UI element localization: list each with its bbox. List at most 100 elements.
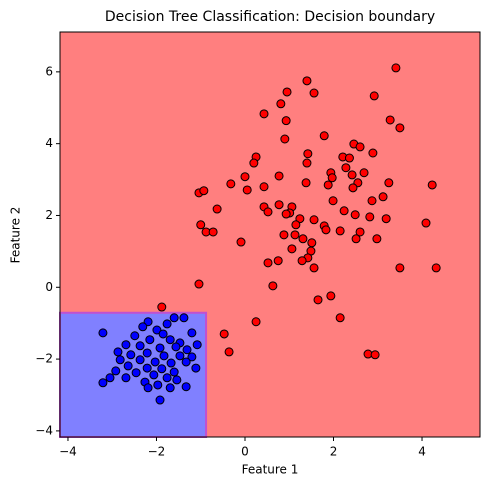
data-point <box>98 378 108 388</box>
data-point <box>194 279 204 289</box>
data-point <box>268 281 278 291</box>
data-point <box>242 185 252 195</box>
chart-title: Decision Tree Classification: Decision b… <box>105 9 435 25</box>
data-point <box>172 375 182 385</box>
data-point <box>431 263 441 273</box>
x-axis-label: Feature 1 <box>242 463 299 477</box>
data-point <box>142 348 152 358</box>
data-point <box>309 88 319 98</box>
data-point <box>169 313 179 323</box>
data-point <box>309 215 319 225</box>
data-point <box>145 335 155 345</box>
data-point <box>309 263 319 273</box>
data-point <box>135 355 145 365</box>
data-point <box>263 258 273 268</box>
data-point <box>427 180 437 190</box>
data-point <box>384 178 394 188</box>
data-point <box>153 380 163 390</box>
data-point <box>259 182 269 192</box>
data-point <box>175 351 185 361</box>
data-point <box>287 244 297 254</box>
data-point <box>297 256 307 266</box>
data-point <box>326 291 336 301</box>
data-point <box>378 192 388 202</box>
data-point <box>224 347 234 357</box>
data-point <box>368 148 378 158</box>
data-point <box>274 171 284 181</box>
data-point <box>295 214 305 224</box>
data-point <box>298 234 308 244</box>
x-tick-label: −2 <box>148 445 166 459</box>
data-point <box>339 206 349 216</box>
data-point <box>123 361 133 371</box>
data-point <box>219 329 229 339</box>
data-point <box>149 370 159 380</box>
data-point <box>142 363 152 373</box>
data-point <box>131 368 141 378</box>
data-point <box>279 230 289 240</box>
data-point <box>319 131 329 141</box>
data-point <box>226 179 236 189</box>
data-point <box>395 123 405 133</box>
data-point <box>171 342 181 352</box>
x-tick-label: 2 <box>330 445 338 459</box>
data-point <box>281 116 291 126</box>
data-point <box>301 178 311 188</box>
data-point <box>158 329 168 339</box>
data-point <box>263 207 273 217</box>
data-point <box>121 340 131 350</box>
data-point <box>359 168 369 178</box>
data-point <box>323 180 333 190</box>
data-point <box>355 142 365 152</box>
data-point <box>381 214 391 224</box>
data-point <box>290 230 300 240</box>
data-point <box>165 335 175 345</box>
data-point <box>98 328 108 338</box>
data-point <box>240 172 250 182</box>
data-point <box>191 363 201 373</box>
data-point <box>302 76 312 86</box>
data-point <box>181 382 191 392</box>
data-point <box>348 183 358 193</box>
data-point <box>291 220 301 230</box>
data-point <box>165 383 175 393</box>
data-point <box>335 313 345 323</box>
data-point <box>341 163 351 173</box>
data-point <box>327 173 337 183</box>
y-tick-label: 6 <box>45 64 53 78</box>
data-point <box>159 351 169 361</box>
data-point <box>351 234 361 244</box>
data-point <box>115 355 125 365</box>
data-point <box>199 186 209 196</box>
data-point <box>196 220 206 230</box>
y-tick-label: −4 <box>35 423 53 437</box>
data-point <box>126 350 136 360</box>
y-axis-label: Feature 2 <box>9 207 23 264</box>
data-point <box>162 319 172 329</box>
data-point <box>274 200 284 210</box>
data-point <box>236 237 246 247</box>
data-point <box>370 350 380 360</box>
data-point <box>307 238 317 248</box>
data-point <box>181 357 191 367</box>
data-point <box>355 227 365 237</box>
y-tick-label: 4 <box>45 136 53 150</box>
data-point <box>212 204 222 214</box>
data-point <box>251 317 261 327</box>
data-point <box>187 352 197 362</box>
data-point <box>121 373 131 383</box>
data-point <box>369 91 379 101</box>
data-point <box>169 367 179 377</box>
data-point <box>166 358 176 368</box>
data-point <box>280 134 290 144</box>
data-point <box>391 63 401 73</box>
x-tick-label: −4 <box>59 445 77 459</box>
data-point <box>347 170 357 180</box>
data-point <box>385 115 395 125</box>
data-point <box>155 343 165 353</box>
data-point <box>157 302 167 312</box>
data-point <box>208 227 218 237</box>
data-point <box>335 226 345 236</box>
data-point <box>155 395 165 405</box>
